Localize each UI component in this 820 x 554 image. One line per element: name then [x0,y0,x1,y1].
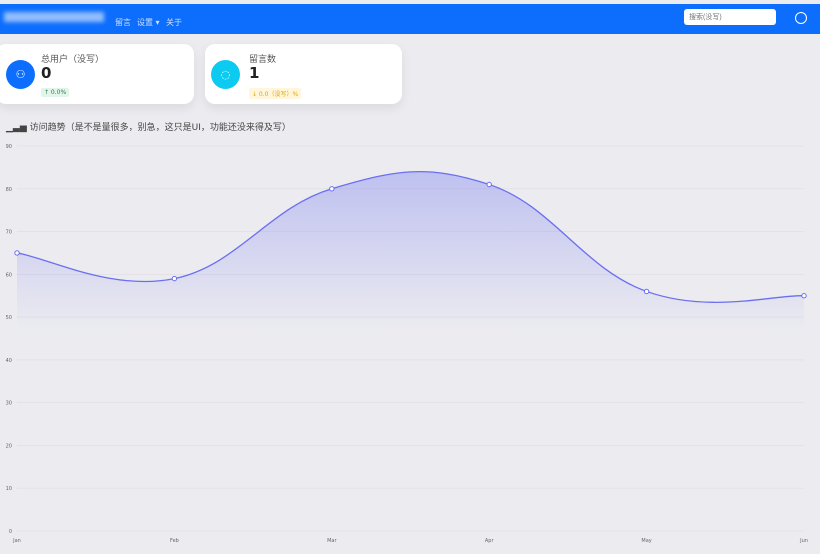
x-tick-label: Feb [170,538,179,544]
users-icon: ⚇ [6,60,35,89]
search-input[interactable] [684,9,776,25]
top-navbar: 留言 设置 ▾ 关于 [0,4,820,34]
x-tick-label: Jun [799,538,808,544]
y-tick-label: 70 [6,230,12,236]
nav-messages[interactable]: 留言 [115,18,131,27]
y-tick-label: 20 [6,443,12,449]
y-tick-label: 30 [6,401,12,407]
user-icon[interactable] [795,12,807,24]
data-point [329,186,335,192]
x-tick-label: Jan [12,538,21,544]
card-badge: ↓ 0.0（没写）% [249,88,302,99]
trend-chart: 0 10 20 30 40 50 60 70 80 90 Jan Feb Mar Apr May Jun [6,144,808,544]
data-point [486,181,492,188]
nav-about[interactable]: 关于 [166,18,182,27]
chart-title: ▁▃▅ 访问趋势（是不是量很多，别急，这只是UI，功能还没来得及写） [6,120,291,133]
card-title: 留言数 [249,55,277,65]
y-tick-label: 10 [6,486,12,492]
y-tick-label: 0 [9,529,12,535]
chart-title-text: 访问趋势（是不是量很多，别急，这只是UI，功能还没来得及写） [29,123,291,133]
series-line [16,171,805,303]
bar-chart-icon: ▁▃▅ [6,123,30,133]
y-tick-label: 40 [6,358,12,364]
y-tick-label: 80 [6,187,12,193]
x-tick-label: Mar [327,538,337,544]
y-tick-label: 90 [6,144,12,150]
area-fill [17,171,804,531]
card-value: 1 [249,64,260,82]
card-users: ⚇ 总用户（没写） 0 ↑ 0.0% [0,44,194,104]
nav-settings[interactable]: 设置 ▾ [137,18,160,27]
card-title: 总用户（没写） [41,55,105,65]
data-point [643,288,650,295]
data-point [171,275,178,282]
data-point [801,293,807,299]
x-tick-label: May [641,538,651,544]
card-badge: ↑ 0.0% [41,88,70,97]
card-messages: ◌ 留言数 1 ↓ 0.0（没写）% [205,44,402,104]
brand-logo[interactable] [4,12,104,22]
data-point [14,250,20,256]
y-tick-label: 60 [6,272,12,278]
x-tick-label: Apr [485,538,495,544]
card-value: 0 [41,64,52,82]
y-tick-label: 50 [6,315,12,321]
message-icon: ◌ [211,60,240,89]
